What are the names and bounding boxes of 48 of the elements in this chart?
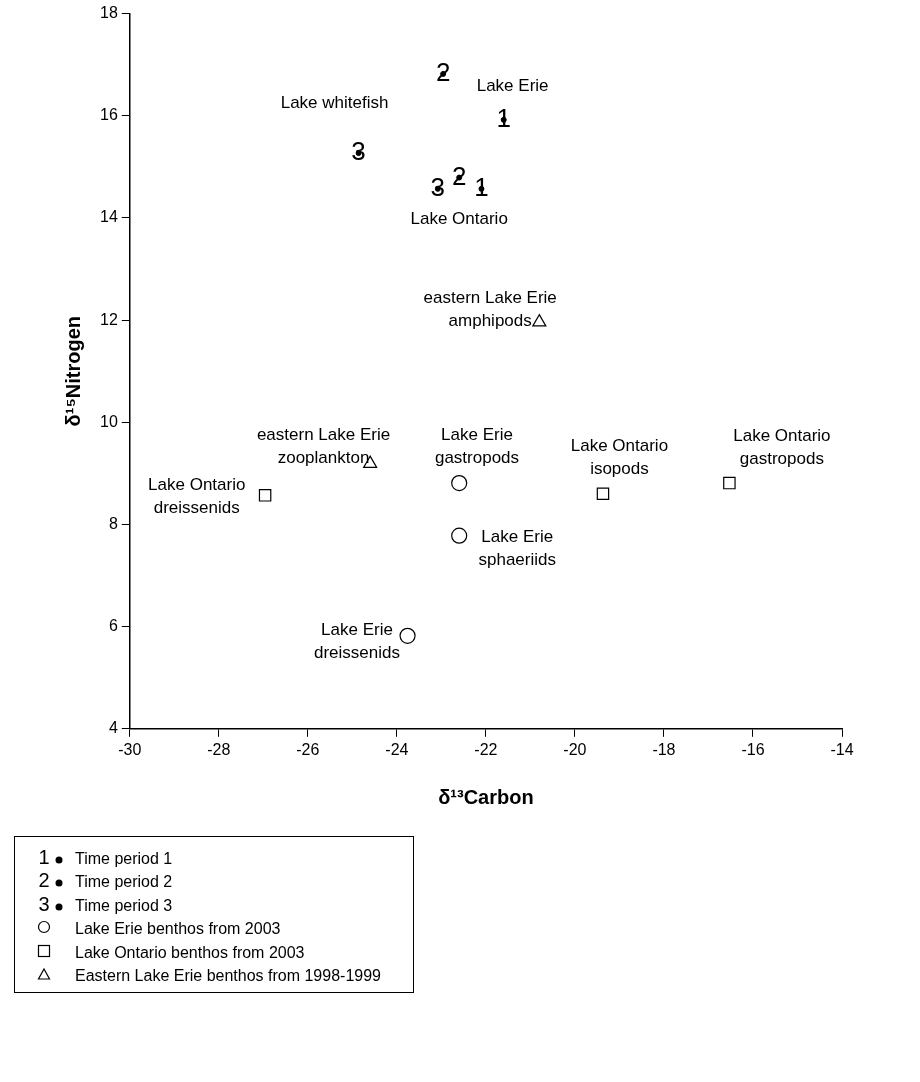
annotation: 3 [430,172,446,202]
annotation: Lake whitefish [280,93,389,113]
annotation: Lake Erie gastropods [434,425,520,468]
text: 2 [38,869,50,892]
x-tick-label: -30 [118,740,142,758]
y-tick-label: 18 [100,4,118,22]
y-tick-label: 6 [108,617,118,635]
x-tick-label: -14 [830,740,854,758]
annotation: Lake Erie [476,75,549,95]
x-tick-label: -26 [296,740,320,758]
y-tick-label: 4 [108,719,118,737]
legend-label: Time period 1 [75,849,173,868]
annotation: Lake Ontario isopods [570,435,669,478]
y-tick-label: 10 [100,412,118,430]
text: 3 [38,892,50,915]
annotation: eastern Lake Erie zooplankton [256,425,391,468]
y-tick-label: 12 [100,310,118,328]
annotation: 3 [351,136,366,167]
annotation: Lake Ontario [410,208,508,228]
x-tick-label: -28 [207,740,231,758]
legend-label: Lake Ontario benthos from 2003 [75,943,305,962]
annotation: Lake Ontario dreissenids [148,474,246,517]
x-tick-label: -20 [563,740,587,758]
point [451,474,468,492]
annotation: Lake Erie sphaeriids [478,527,556,570]
legend-label: Lake Erie benthos from 2003 [75,920,281,939]
y-tick-label: 14 [100,208,118,226]
point [399,627,416,644]
y-axis-title: δ¹⁵Nitrogen [61,316,84,427]
x-tick-label: -18 [652,740,676,758]
y-tick-label: 8 [108,514,118,532]
x-tick-label: -22 [474,740,498,758]
legend-label: Eastern Lake Erie benthos from 1998-1999 [75,967,381,986]
annotation: Lake Ontario gastropods [733,425,831,468]
y-tick-label: 16 [100,106,118,124]
x-tick-label: -16 [741,740,765,758]
point [723,476,736,490]
annotation: Lake Erie dreissenids [313,619,400,662]
annotation: eastern Lake Erie amphipods [423,287,557,330]
point [451,527,468,544]
x-tick-label: -24 [385,740,409,758]
point [532,314,547,327]
x-axis-title: δ¹³Carbon [438,785,534,808]
text: 1 [38,845,50,868]
legend-label: Time period 3 [75,896,173,915]
point [596,487,610,501]
legend-label: Time period 2 [75,873,173,892]
point [258,489,272,502]
